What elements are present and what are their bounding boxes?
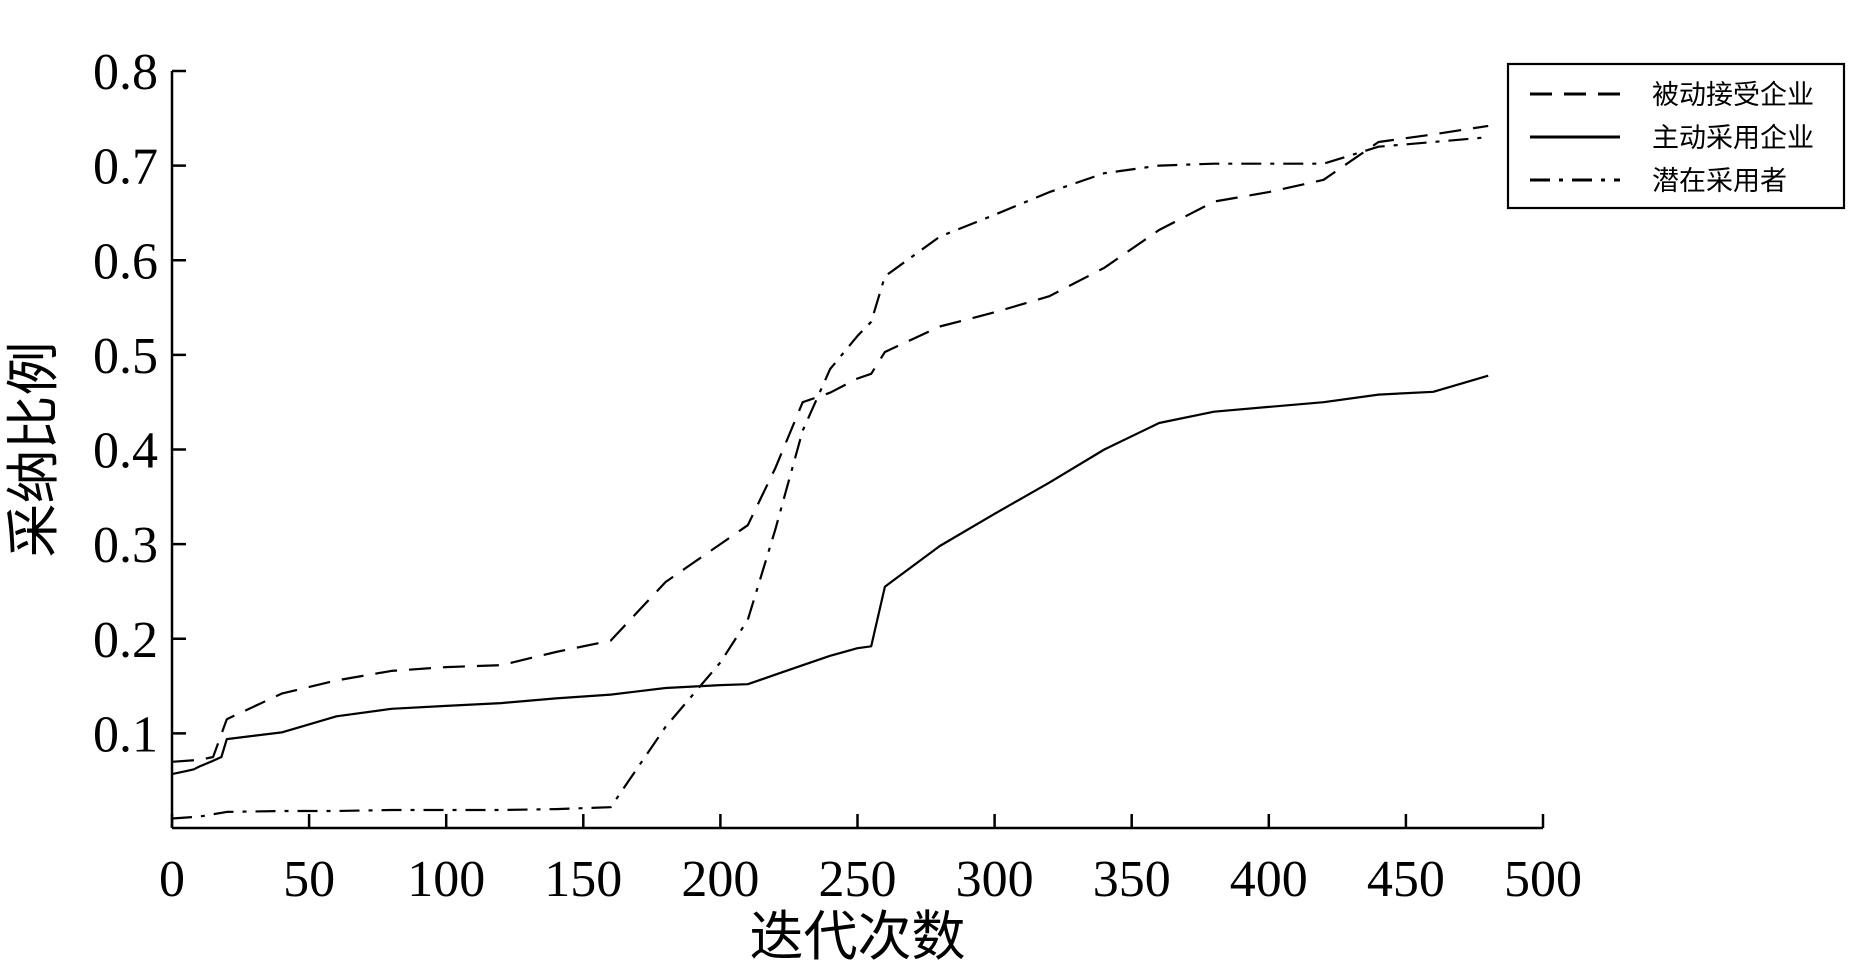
- x-tick-label: 150: [544, 851, 622, 908]
- x-tick-label: 300: [956, 851, 1034, 908]
- y-tick-label: 0.8: [93, 44, 158, 101]
- series-line-1: [171, 124, 1489, 763]
- y-tick-label: 0.2: [93, 612, 158, 669]
- ticks: 0 50 100 150 200 250 300 350 400 450 500 0.1 0.2 0.3 0…: [93, 44, 1582, 908]
- x-tick-label: 200: [681, 851, 759, 908]
- x-tick-label: 50: [283, 851, 335, 908]
- x-tick-label: 250: [819, 851, 897, 908]
- x-tick-label: 450: [1367, 851, 1445, 908]
- axes: [170, 71, 1543, 830]
- x-axis-title: 迭代次数: [750, 905, 966, 967]
- y-tick-label: 0.1: [93, 706, 158, 763]
- y-tick-label: 0.6: [93, 233, 158, 290]
- legend-label-3: 潜在采用者: [1652, 166, 1787, 197]
- series-line-2: [171, 374, 1489, 776]
- y-tick-label: 0.3: [93, 517, 158, 574]
- x-tick-label: 100: [407, 851, 485, 908]
- series-layer: [171, 124, 1489, 820]
- y-tick-label: 0.5: [93, 328, 158, 385]
- x-tick-label: 500: [1504, 851, 1582, 908]
- x-tick-label: 350: [1093, 851, 1171, 908]
- series-line-3: [171, 136, 1489, 820]
- legend-label-2: 主动采用企业: [1652, 123, 1814, 154]
- legend-label-1: 被动接受企业: [1652, 80, 1814, 111]
- x-tick-label: 0: [159, 851, 185, 908]
- y-axis-title: 采纳比例: [2, 342, 65, 558]
- y-tick-label: 0.7: [93, 139, 158, 196]
- y-tick-label: 0.4: [93, 423, 158, 480]
- x-tick-label: 400: [1230, 851, 1308, 908]
